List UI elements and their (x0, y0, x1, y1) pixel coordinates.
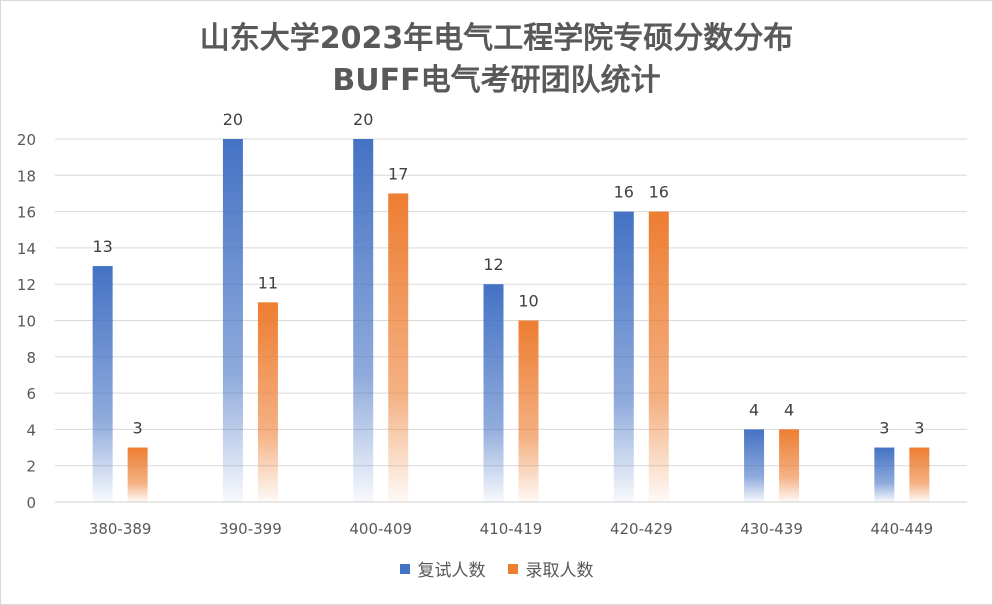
bar-orange (127, 447, 148, 502)
data-label: 16 (614, 183, 634, 202)
bar-orange (257, 302, 278, 502)
bars (92, 139, 930, 502)
chart-title: 山东大学2023年电气工程学院专硕分数分布 (199, 21, 794, 56)
x-tick-label: 390-399 (219, 520, 282, 538)
gridlines (55, 138, 967, 503)
legend: 复试人数 录取人数 (0, 556, 993, 581)
legend-item-series-0: 复试人数 (399, 556, 486, 581)
y-tick-label: 18 (17, 167, 36, 185)
chart-title-block: 山东大学2023年电气工程学院专硕分数分布 BUFF电气考研团队统计 (0, 18, 993, 102)
bar-orange (909, 447, 930, 502)
bar-blue (744, 429, 765, 502)
data-label: 3 (914, 419, 924, 438)
bar-orange (779, 429, 800, 502)
data-label: 16 (649, 183, 669, 202)
bar-blue (353, 139, 374, 502)
legend-label: 录取人数 (525, 561, 594, 581)
y-tick-label: 0 (26, 494, 36, 512)
legend-swatch-blue (399, 563, 410, 574)
y-tick-label: 4 (26, 421, 36, 439)
y-tick-label: 20 (17, 131, 36, 149)
y-tick-label: 14 (17, 240, 36, 258)
y-tick-label: 2 (26, 458, 36, 476)
legend-item-series-1: 录取人数 (507, 556, 594, 581)
y-tick-label: 12 (17, 276, 36, 294)
x-tick-label: 430-439 (740, 520, 803, 538)
bar-orange (388, 193, 409, 502)
data-label: 11 (258, 273, 278, 292)
bar-blue (92, 266, 113, 502)
data-label: 4 (784, 400, 794, 419)
data-label: 3 (133, 419, 143, 438)
x-tick-label: 400-409 (349, 520, 412, 538)
data-labels: 13 3 20 11 20 17 12 10 16 16 4 4 3 3 (92, 110, 924, 438)
bar-blue (483, 284, 504, 502)
x-tick-label: 410-419 (480, 520, 543, 538)
x-tick-label: 440-449 (871, 520, 934, 538)
data-label: 20 (223, 110, 243, 129)
data-label: 17 (388, 164, 408, 183)
data-label: 20 (353, 110, 373, 129)
x-tick-label: 420-429 (610, 520, 673, 538)
bar-blue (874, 447, 895, 502)
data-label: 13 (92, 237, 112, 256)
legend-label: 复试人数 (417, 561, 486, 581)
bar-orange (648, 211, 669, 502)
y-tick-label: 6 (26, 385, 36, 403)
x-axis-ticks: 380-389 390-399 400-409 410-419 420-429 430-4… (89, 520, 933, 538)
y-axis-ticks: 0 2 4 6 8 10 12 14 16 18 20 (17, 131, 36, 512)
chart-subtitle: BUFF电气考研团队统计 (332, 63, 661, 98)
data-label: 10 (518, 292, 538, 311)
x-tick-label: 380-389 (89, 520, 152, 538)
legend-swatch-orange (507, 563, 518, 574)
bar-blue (613, 211, 634, 502)
y-tick-label: 16 (17, 204, 36, 222)
y-tick-label: 8 (26, 349, 36, 367)
data-label: 4 (749, 400, 759, 419)
bar-blue (222, 139, 243, 502)
bar-orange (518, 320, 539, 502)
y-tick-label: 10 (17, 313, 36, 331)
data-label: 3 (879, 419, 889, 438)
data-label: 12 (483, 255, 503, 274)
